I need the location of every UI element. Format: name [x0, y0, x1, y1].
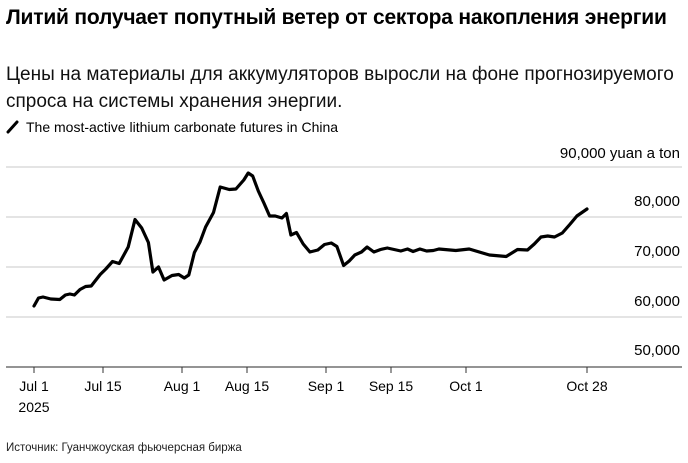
- y-axis-unit-label: 90,000 yuan a ton: [559, 145, 680, 162]
- series-line: [32, 171, 589, 308]
- x-tick-sep-1: Sep 1: [307, 378, 345, 394]
- x-tick-jul-1: Jul 1: [19, 378, 49, 394]
- legend: The most-active lithium carbonate future…: [6, 118, 338, 136]
- x-tick-aug-15: Aug 15: [224, 378, 270, 394]
- x-tick-jul-15: Jul 15: [84, 378, 122, 394]
- chart-title: Литий получает попутный ветер от сектора…: [6, 6, 667, 29]
- x-tick-aug-1: Aug 1: [163, 378, 201, 394]
- x-tick-sep-15: Sep 15: [368, 378, 414, 394]
- y-tick-70000: 70,000: [634, 243, 680, 260]
- x-tick-oct-28: Oct 28: [566, 378, 608, 394]
- x-tick-oct-1: Oct 1: [449, 378, 483, 394]
- x-axis-year: 2025: [18, 399, 50, 415]
- y-tick-80000: 80,000: [634, 193, 680, 210]
- legend-label: The most-active lithium carbonate future…: [26, 119, 339, 135]
- y-tick-60000: 60,000: [634, 293, 680, 310]
- line-legend-icon: [6, 120, 19, 134]
- x-axis-ticks: [33, 367, 588, 373]
- y-tick-50000: 50,000: [634, 342, 680, 359]
- source-note: Источник: Гуанчжоуская фьючерсная биржа: [6, 442, 242, 454]
- chart-subtitle: Цены на материалы для аккумуляторов выро…: [6, 64, 674, 112]
